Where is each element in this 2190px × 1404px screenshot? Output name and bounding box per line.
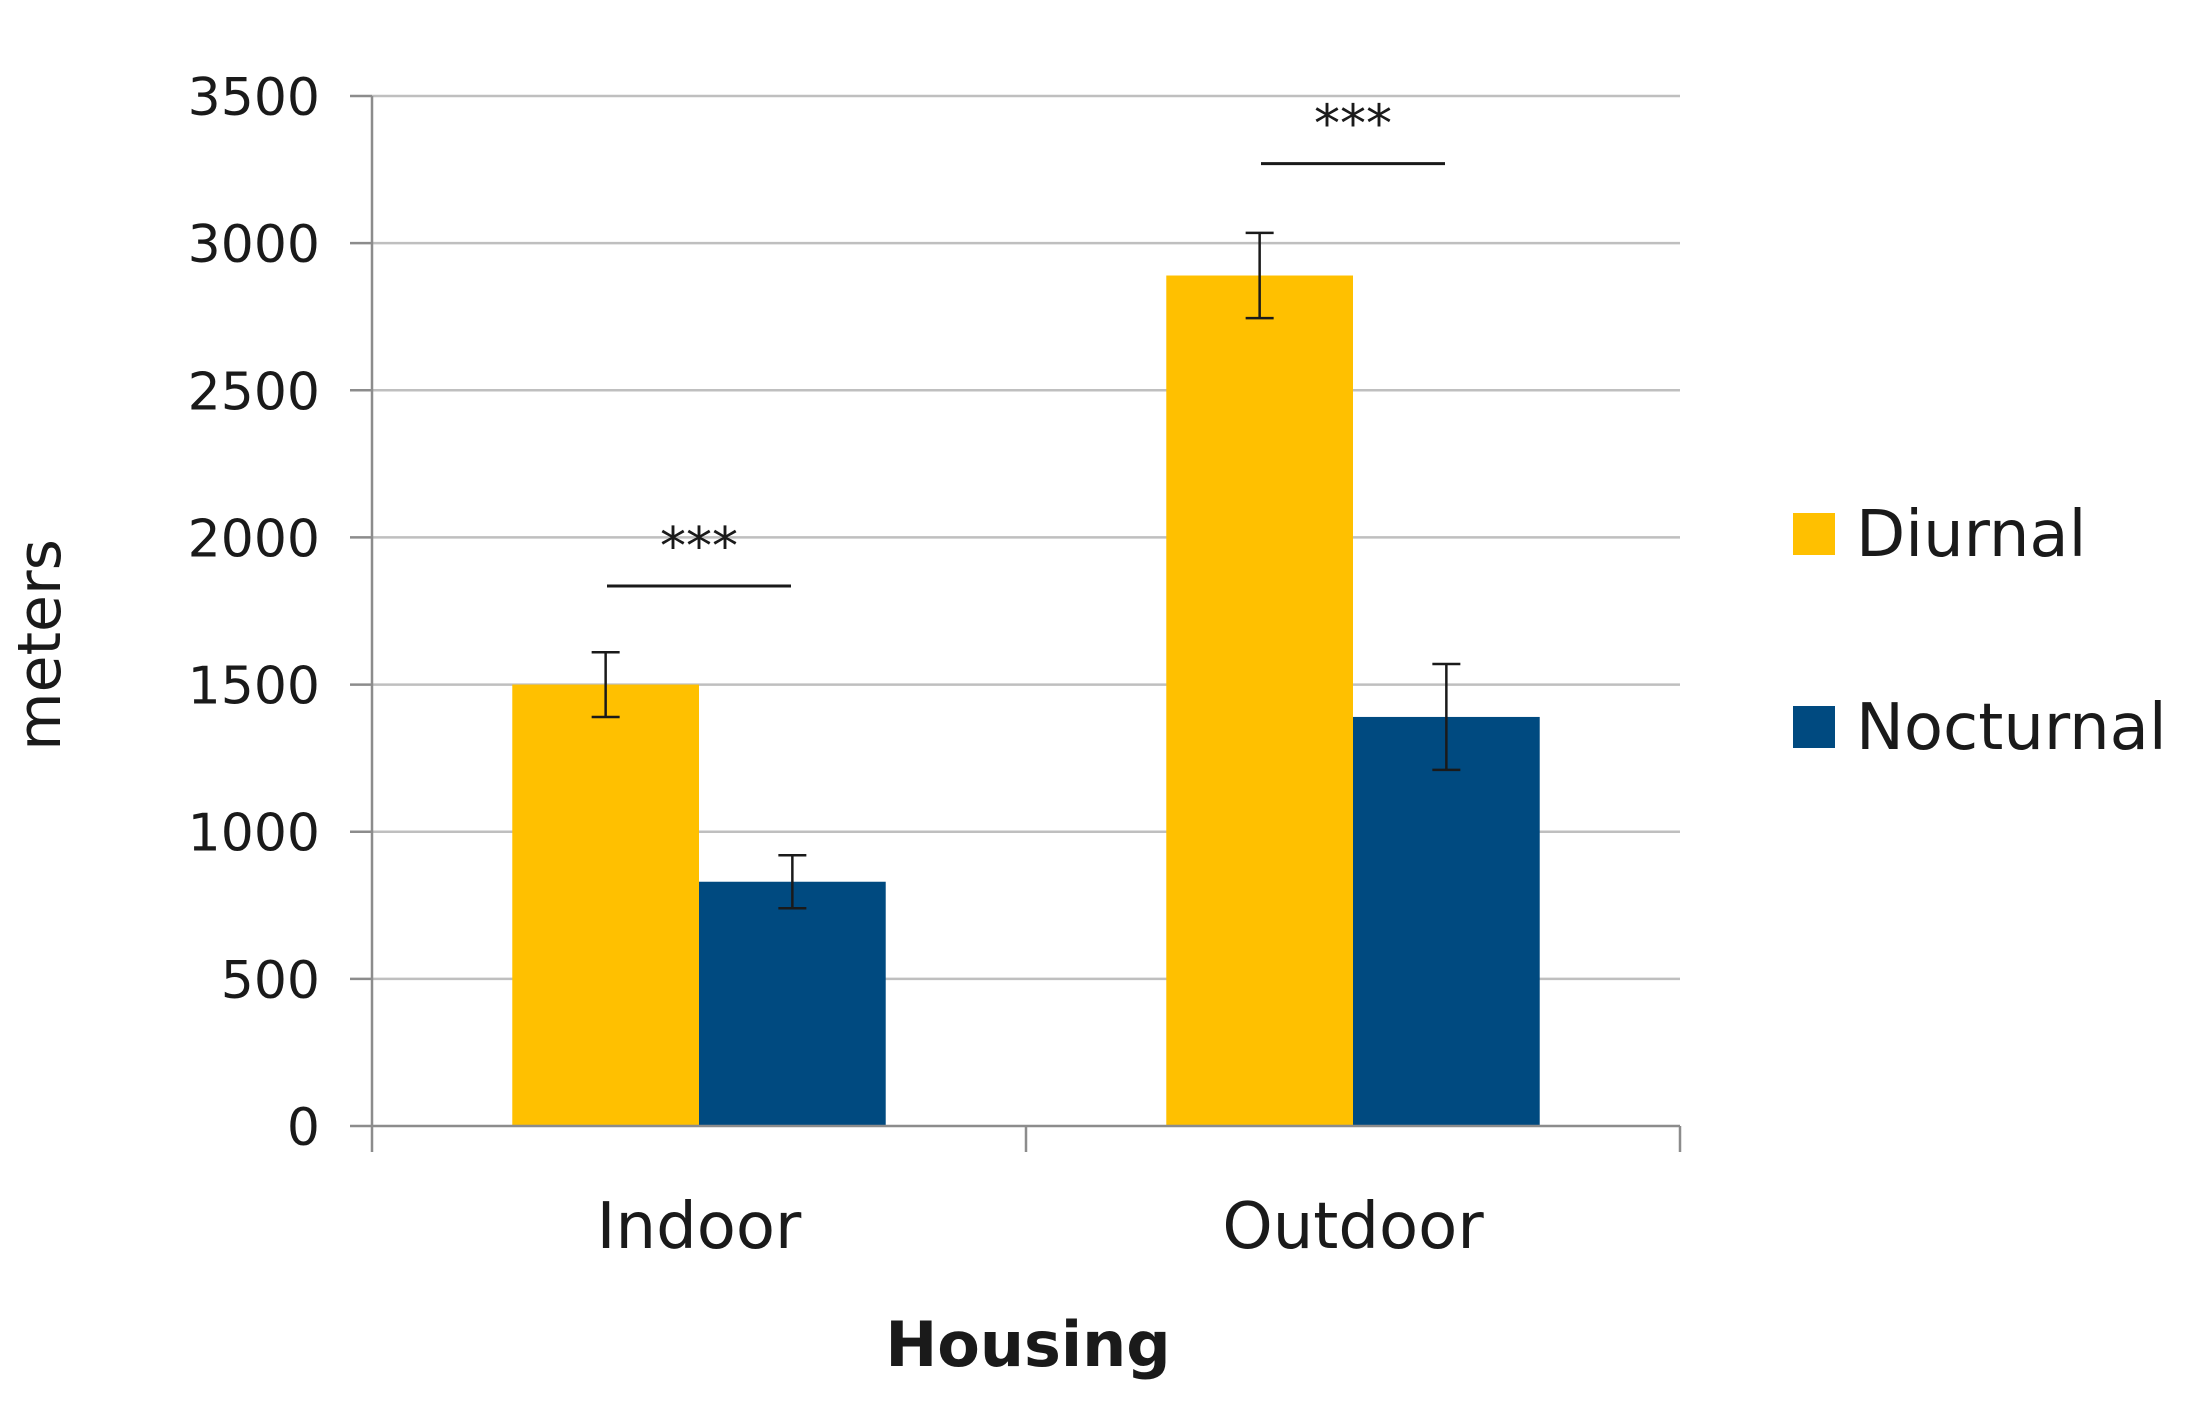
legend: Diurnal Nocturnal (1793, 498, 2167, 765)
y-tick-label: 1500 (188, 657, 320, 717)
error-bars (591, 231, 1461, 910)
bar-nocturnal-outdoor (1353, 716, 1540, 1126)
bar-nocturnal-indoor (699, 881, 886, 1126)
y-tick-label: 3500 (188, 68, 320, 128)
y-tick-label: 2000 (188, 509, 320, 569)
y-tick-label: 0 (287, 1098, 320, 1158)
legend-label-diurnal: Diurnal (1856, 498, 2086, 572)
x-tick-label: Indoor (597, 1190, 802, 1264)
y-tick-label: 2500 (188, 362, 320, 422)
bar-diurnal-indoor (512, 684, 699, 1126)
x-axis-title: Housing (885, 1308, 1170, 1381)
significance-stars: *** (660, 517, 738, 577)
bar-diurnal-outdoor (1166, 275, 1353, 1126)
significance-annotations: *** *** (607, 95, 1445, 588)
significance-stars: *** (1314, 95, 1392, 155)
legend-swatch-nocturnal (1793, 706, 1835, 748)
y-tick-label: 500 (221, 951, 320, 1011)
bars (512, 275, 1540, 1126)
y-tick-label: 3000 (188, 215, 320, 275)
legend-label-nocturnal: Nocturnal (1856, 691, 2167, 765)
y-axis-title: meters (5, 539, 75, 751)
y-tick-label: 1000 (188, 804, 320, 864)
axes: 0 500 1000 1500 2000 2500 3000 3500 Indoor Outdoo… (188, 68, 1682, 1264)
legend-swatch-diurnal (1793, 513, 1835, 555)
x-tick-label: Outdoor (1222, 1190, 1484, 1264)
